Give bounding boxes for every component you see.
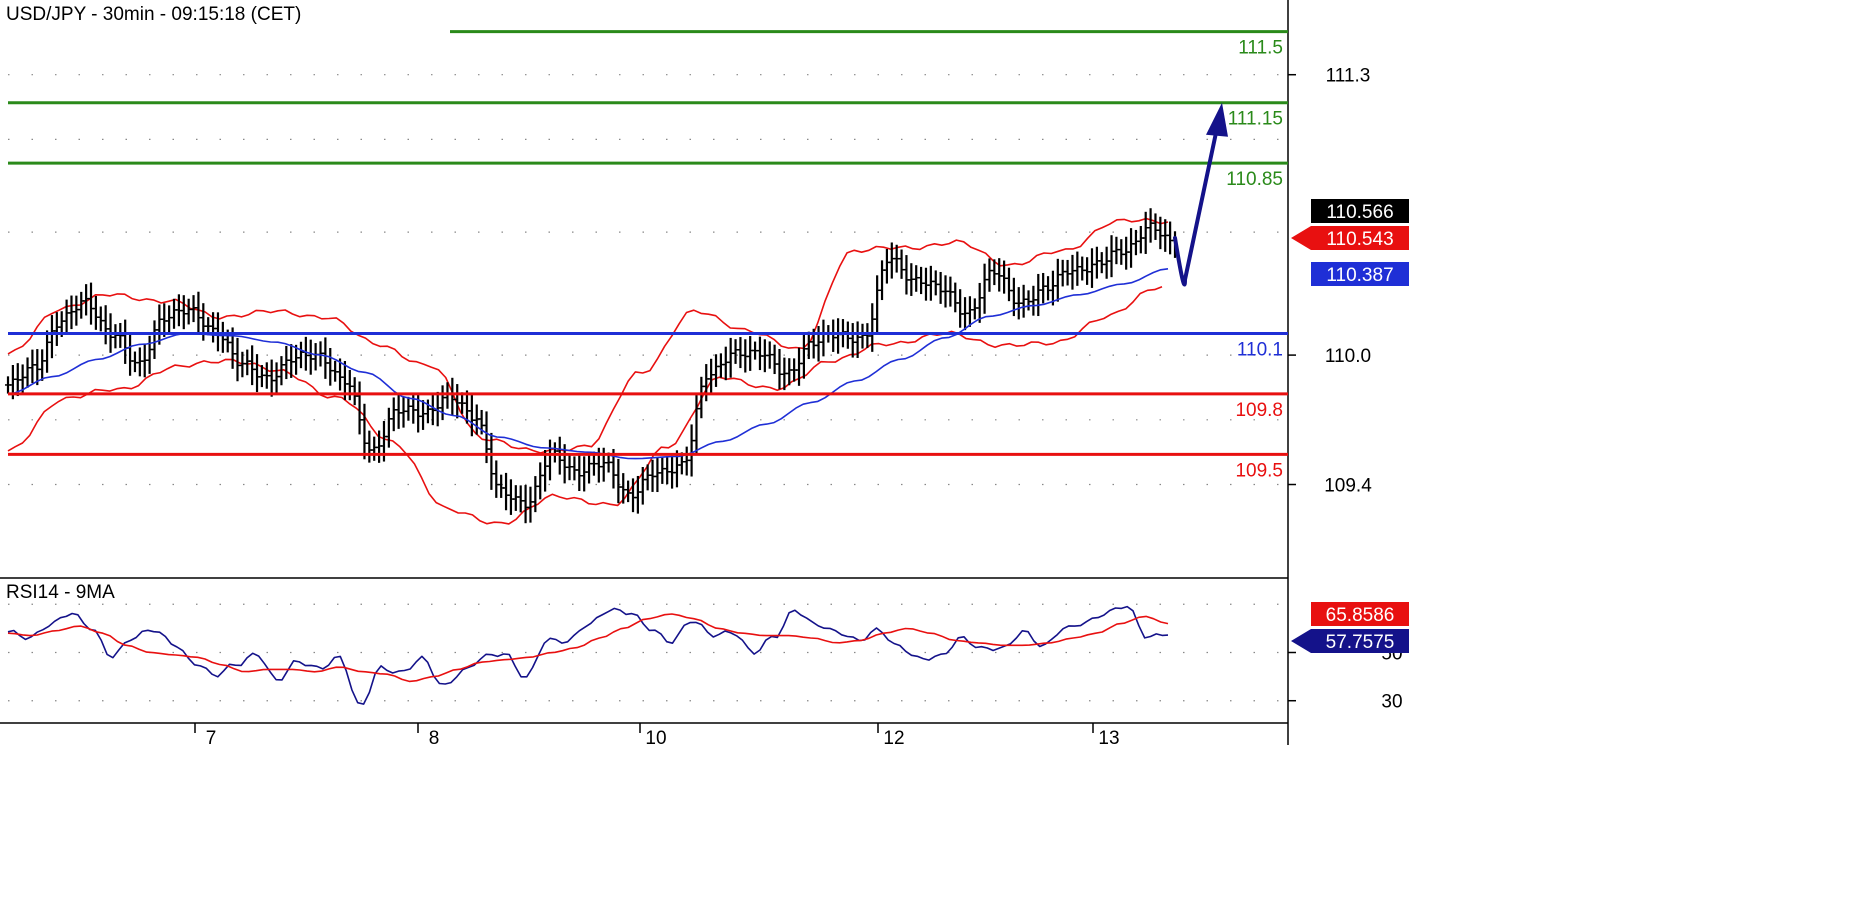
price-tags: 110.566 110.543 110.387 65.8586 57.7575 — [1291, 199, 1409, 653]
level-label-110.85: 110.85 — [1226, 169, 1283, 190]
bollinger-bands — [7, 217, 1169, 525]
chart-title: USD/JPY - 30min - 09:15:18 (CET) — [6, 4, 301, 25]
level-label-109.5: 109.5 — [1235, 460, 1283, 481]
tag-bid-arrow — [1291, 226, 1311, 250]
y-tick-label-111.3: 111.3 — [1326, 66, 1371, 87]
tag-ma-text: 110.387 — [1326, 265, 1393, 286]
x-tick-label-7: 7 — [206, 728, 217, 749]
grid-lines — [8, 74, 1280, 702]
x-tick-label-13: 13 — [1098, 728, 1119, 749]
level-label-110.1: 110.1 — [1237, 340, 1283, 361]
x-tick-label-12: 12 — [883, 728, 904, 749]
tag-rsi-arrow — [1291, 629, 1311, 653]
support-resistance-levels: 111.5 111.15 110.85 110.1 109.8 109.5 — [8, 30, 1288, 481]
forecast-arrow — [1173, 102, 1228, 287]
tag-bid-box — [1311, 226, 1409, 250]
rsi-tick-label-30: 30 — [1381, 692, 1402, 713]
tag-rsi-ma-box — [1311, 602, 1409, 626]
x-tick-label-8: 8 — [429, 728, 440, 749]
level-label-111.15: 111.15 — [1228, 109, 1283, 130]
moving-average-line — [7, 268, 1169, 460]
tag-rsi-ma-text: 65.8586 — [1326, 605, 1395, 626]
bollinger-lower — [7, 285, 1163, 525]
rsi-line — [7, 605, 1169, 705]
bollinger-upper — [7, 217, 1169, 454]
y-tick-label-109.4: 109.4 — [1324, 476, 1372, 497]
x-tick-label-10: 10 — [645, 728, 666, 749]
rsi-panel — [7, 605, 1169, 705]
rsi-title: RSI14 - 9MA — [6, 582, 115, 603]
forecast-arrowhead — [1206, 102, 1228, 137]
tag-ma-box — [1311, 262, 1409, 286]
chart-frame — [0, 0, 1289, 745]
level-label-111.5: 111.5 — [1238, 38, 1283, 59]
moving-average — [7, 268, 1169, 460]
tag-last-text: 110.566 — [1326, 202, 1393, 223]
tag-bid-text: 110.543 — [1326, 229, 1393, 250]
level-label-109.8: 109.8 — [1235, 400, 1283, 421]
price-candles — [5, 208, 1178, 524]
rsi-ma-line — [7, 613, 1169, 683]
y-tick-label-110.0: 110.0 — [1325, 346, 1371, 367]
forecast-path — [1173, 130, 1218, 287]
tag-rsi-box — [1311, 629, 1409, 653]
tag-last-box — [1311, 199, 1409, 223]
tag-rsi-text: 57.7575 — [1326, 632, 1395, 653]
